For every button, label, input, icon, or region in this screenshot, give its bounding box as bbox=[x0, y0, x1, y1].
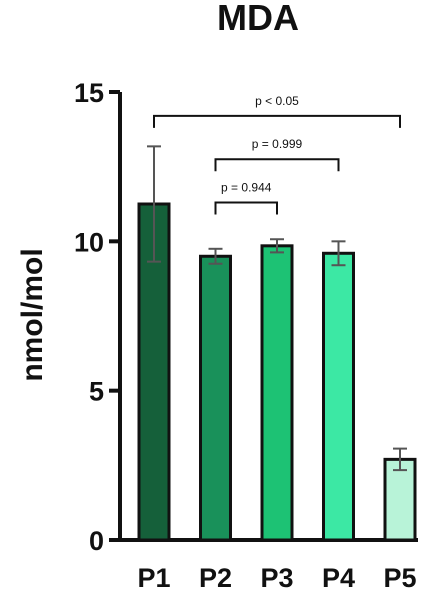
y-axis-label: nmol/mol bbox=[16, 248, 49, 381]
bars bbox=[137, 202, 417, 542]
y-tick-label: 5 bbox=[89, 377, 104, 407]
y-tick-label: 0 bbox=[89, 526, 104, 556]
bar-p2 bbox=[199, 254, 232, 542]
x-tick-label-p1: P1 bbox=[137, 563, 170, 593]
bar-p3 bbox=[260, 244, 294, 542]
error-bars bbox=[147, 145, 407, 472]
chart-title: MDA bbox=[217, 0, 299, 38]
comparison-brackets: p < 0.05 p = 0.999 p = 0.944 bbox=[153, 94, 401, 215]
p-value-label: p = 0.999 bbox=[252, 137, 303, 151]
x-tick-label-p2: P2 bbox=[199, 563, 232, 593]
tick-labels: 0 5 10 15 P1 P2 P3 P4 P5 bbox=[74, 78, 417, 593]
comparison-bracket bbox=[153, 114, 401, 128]
comparison-bracket bbox=[214, 158, 340, 172]
x-tick-label-p3: P3 bbox=[260, 563, 293, 593]
comparison-bracket bbox=[214, 201, 278, 215]
y-tick-label: 15 bbox=[74, 78, 104, 108]
y-tick-label: 10 bbox=[74, 227, 104, 257]
p-value-label: p < 0.05 bbox=[255, 94, 299, 108]
p-value-label: p = 0.944 bbox=[221, 181, 272, 195]
bar-p4 bbox=[322, 251, 355, 542]
x-tick-label-p5: P5 bbox=[383, 563, 416, 593]
bar-p5 bbox=[383, 457, 417, 542]
x-tick-label-p4: P4 bbox=[322, 563, 355, 593]
